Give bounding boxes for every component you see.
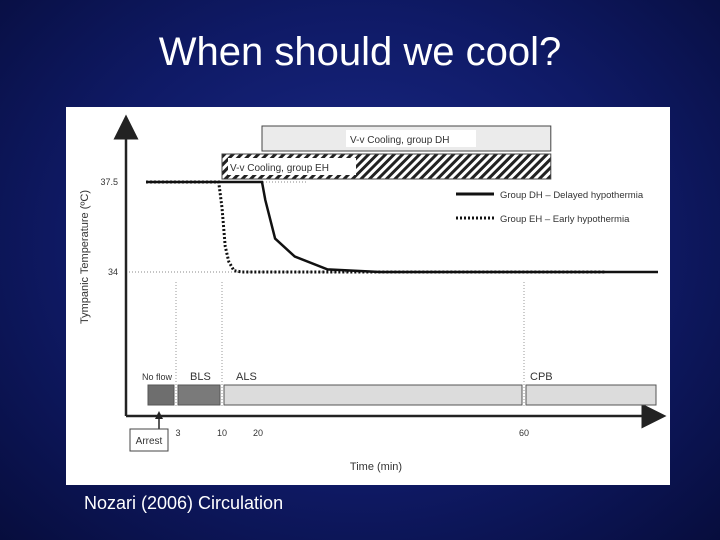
citation: Nozari (2006) Circulation xyxy=(84,493,284,513)
chart-svg: V-v Cooling, group DH V-v Cooling, group … xyxy=(79,114,667,473)
y-tick-label-1: 34 xyxy=(108,267,118,277)
series-line-1 xyxy=(146,180,605,274)
x-axis-label: Time (min) xyxy=(350,461,402,473)
cooling-label-bg-0 xyxy=(346,130,476,147)
x-tick-label-1: 10 xyxy=(217,428,227,438)
phase-bar-2 xyxy=(223,384,523,406)
cooling-label-bg-1 xyxy=(228,158,356,175)
phase-label-2: ALS xyxy=(236,371,257,383)
phase-label-3: CPB xyxy=(530,371,553,383)
y-tick-label-0: 37.5 xyxy=(100,177,118,187)
cooling-label-1: V-v Cooling, group EH xyxy=(230,163,329,174)
phase-label-1: BLS xyxy=(190,371,211,383)
x-tick-label-0: 3 xyxy=(175,428,180,438)
chart-figure: V-v Cooling, group DH V-v Cooling, group … xyxy=(66,107,670,485)
x-tick-label-2: 20 xyxy=(253,428,263,438)
slide-title: When should we cool? xyxy=(158,30,562,74)
phase-bar-0 xyxy=(147,384,175,406)
phase-bar-3 xyxy=(525,384,657,406)
y-axis-label: Tympanic Temperature (ºC) xyxy=(79,190,91,324)
phase-label-0: No flow xyxy=(142,372,173,382)
cooling-label-0: V-v Cooling, group DH xyxy=(350,135,450,146)
phase-bar-1 xyxy=(177,384,221,406)
legend-label-0: Group DH – Delayed hypothermia xyxy=(500,190,644,201)
arrest-label: Arrest xyxy=(136,436,163,447)
x-tick-label-3: 60 xyxy=(519,428,529,438)
arrest-arrow-head xyxy=(155,411,163,419)
arrest-box xyxy=(129,428,169,452)
legend-label-1: Group EH – Early hypothermia xyxy=(500,214,630,225)
